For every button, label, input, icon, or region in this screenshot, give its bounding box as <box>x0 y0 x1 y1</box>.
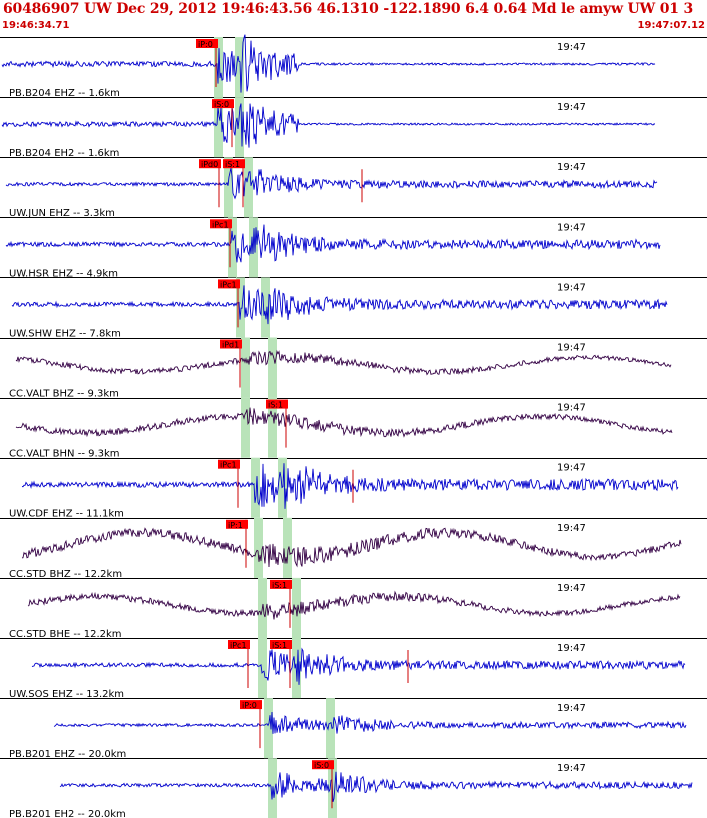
pick-flag <box>218 279 240 289</box>
waveform-trace <box>5 224 661 263</box>
p-window-band <box>236 277 245 338</box>
pick-label: iP:0 <box>198 40 213 49</box>
p-window-band <box>214 97 223 158</box>
p-window-band <box>235 37 244 98</box>
waveform-trace <box>15 407 673 438</box>
minute-tick-label: 19:47 <box>557 583 586 594</box>
pick-label: iP:0 <box>242 701 257 710</box>
pick-flag <box>266 399 288 409</box>
pick-label: iPc1 <box>212 220 229 229</box>
waveform-trace <box>21 463 679 509</box>
minute-tick-label: 19:47 <box>557 222 586 233</box>
p-window-band <box>251 457 260 518</box>
station-label: CC.VALT BHN -- 9.3km <box>9 449 120 460</box>
station-label: UW.SHW EHZ -- 7.8km <box>9 328 121 339</box>
waveform-trace <box>15 349 672 376</box>
pick-label: iPd1 <box>222 341 239 350</box>
minute-tick-label: 19:47 <box>557 403 586 414</box>
station-label: PB.B204 EH2 -- 1.6km <box>9 148 119 159</box>
p-window-band <box>268 337 277 398</box>
waveform-trace <box>1 103 656 148</box>
p-window-band <box>235 97 244 158</box>
station-label: PB.B204 EHZ -- 1.6km <box>9 88 120 99</box>
minute-tick-label: 19:47 <box>557 523 586 534</box>
station-label: PB.B201 EHZ -- 20.0km <box>9 749 126 760</box>
pick-label: iPc1 <box>230 641 247 650</box>
p-window-band <box>241 337 250 398</box>
minute-tick-label: 19:47 <box>557 463 586 474</box>
pick-label: iPc1 <box>220 280 237 289</box>
p-window-band <box>283 517 292 578</box>
pick-flag <box>218 459 240 469</box>
pick-label: iP:1 <box>228 521 243 530</box>
p-window-band <box>278 457 287 518</box>
minute-tick-label: 19:47 <box>557 763 586 774</box>
p-window-band <box>224 157 233 218</box>
station-label: CC.VALT BHZ -- 9.3km <box>9 389 119 400</box>
waveform-trace <box>31 647 686 685</box>
station-label: PB.B201 EH2 -- 20.0km <box>9 809 126 818</box>
waveform-trace <box>1 34 656 93</box>
event-title: 60486907 UW Dec 29, 2012 19:46:43.56 46.… <box>3 1 693 17</box>
p-window-band <box>244 157 253 218</box>
waveform-trace <box>27 590 681 620</box>
pick-flag <box>270 579 292 589</box>
end-time: 19:47:07.12 <box>637 20 705 31</box>
header-bar: 60486907 UW Dec 29, 2012 19:46:43.56 46.… <box>0 0 707 31</box>
minute-tick-label: 19:47 <box>557 42 586 53</box>
pick-label: iS:1 <box>272 581 287 590</box>
station-label: CC.STD BHE -- 12.2km <box>9 629 122 640</box>
station-label: UW.SOS EHZ -- 13.2km <box>9 689 124 700</box>
pick-label: iS:0 <box>314 761 329 770</box>
minute-tick-label: 19:47 <box>557 282 586 293</box>
p-window-band <box>258 638 267 699</box>
p-window-band <box>254 517 263 578</box>
pick-flag <box>270 640 292 649</box>
station-label: UW.HSR EHZ -- 4.9km <box>9 268 118 279</box>
p-window-band <box>228 217 237 278</box>
pick-label: iS:0 <box>214 100 229 109</box>
waveform-trace <box>5 168 658 200</box>
minute-tick-label: 19:47 <box>557 703 586 714</box>
pick-label: iPc1 <box>220 461 237 470</box>
minute-tick-label: 19:47 <box>557 102 586 113</box>
pick-flag <box>240 700 262 710</box>
station-label: UW.CDF EHZ -- 11.1km <box>9 509 124 520</box>
pick-flag <box>223 159 245 169</box>
p-window-band <box>261 277 270 338</box>
pick-flag <box>212 99 234 109</box>
pick-flag <box>312 760 334 770</box>
p-window-band <box>292 577 301 638</box>
pick-label: iS:1 <box>268 401 283 410</box>
pick-label: iS:1 <box>225 160 240 169</box>
station-label: CC.STD BHZ -- 12.2km <box>9 569 122 580</box>
minute-tick-label: 19:47 <box>557 162 586 173</box>
p-window-band <box>264 698 273 759</box>
pick-flag <box>228 640 250 649</box>
minute-tick-label: 19:47 <box>557 643 586 654</box>
pick-flag <box>196 39 218 48</box>
pick-flag <box>210 219 232 229</box>
p-window-band <box>326 698 335 759</box>
waveform-trace <box>53 711 687 734</box>
pick-flag <box>226 519 248 529</box>
pick-label: iS:1 <box>272 641 287 650</box>
pick-flag <box>220 339 242 349</box>
station-label: UW.JUN EHZ -- 3.3km <box>9 208 115 219</box>
p-window-band <box>268 397 277 458</box>
waveform-trace <box>59 771 693 803</box>
waveform-trace <box>21 527 682 568</box>
pick-label: iPd0 <box>201 160 218 169</box>
p-window-band <box>241 397 250 458</box>
start-time: 19:46:34.71 <box>2 20 70 31</box>
pick-flag <box>199 159 221 169</box>
minute-tick-label: 19:47 <box>557 343 586 354</box>
waveform-trace <box>11 285 668 325</box>
